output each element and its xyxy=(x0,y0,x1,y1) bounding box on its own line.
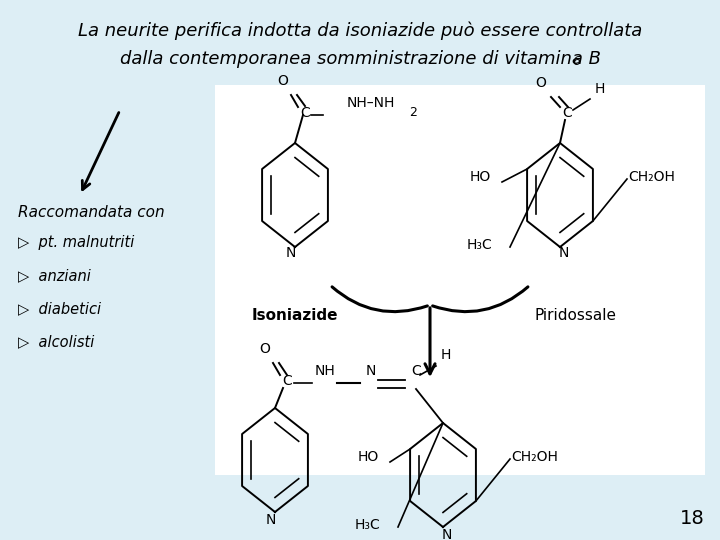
Text: La neurite perifica indotta da isoniazide può essere controllata: La neurite perifica indotta da isoniazid… xyxy=(78,22,642,40)
Text: O: O xyxy=(536,76,546,90)
Text: H₃C: H₃C xyxy=(467,238,493,252)
Text: 6: 6 xyxy=(572,55,580,68)
Text: H: H xyxy=(595,82,606,96)
Text: O: O xyxy=(278,74,289,88)
Text: H: H xyxy=(441,348,451,362)
Text: ▷  alcolisti: ▷ alcolisti xyxy=(18,334,94,349)
Text: C: C xyxy=(300,106,310,120)
FancyBboxPatch shape xyxy=(215,85,705,475)
FancyArrowPatch shape xyxy=(433,287,528,312)
Text: Raccomandata con: Raccomandata con xyxy=(18,205,165,220)
Text: N: N xyxy=(266,513,276,527)
Text: ▷  anziani: ▷ anziani xyxy=(18,268,91,283)
Text: C: C xyxy=(282,374,292,388)
Text: C: C xyxy=(411,364,421,378)
Text: HO: HO xyxy=(357,450,379,464)
Text: CH₂OH: CH₂OH xyxy=(512,450,559,464)
Text: CH₂OH: CH₂OH xyxy=(629,170,675,184)
Text: ▷  diabetici: ▷ diabetici xyxy=(18,301,101,316)
Text: N: N xyxy=(559,246,570,260)
Text: ▷  pt. malnutriti: ▷ pt. malnutriti xyxy=(18,235,135,250)
Text: C: C xyxy=(562,106,572,120)
Text: Isoniazide: Isoniazide xyxy=(252,307,338,322)
Text: N: N xyxy=(442,528,452,540)
Text: H₃C: H₃C xyxy=(355,518,381,532)
Text: O: O xyxy=(260,342,271,356)
FancyArrowPatch shape xyxy=(332,287,428,312)
Text: HO: HO xyxy=(469,170,490,184)
Text: 2: 2 xyxy=(409,106,417,119)
Text: N: N xyxy=(286,246,296,260)
Text: 18: 18 xyxy=(680,509,705,528)
Text: dalla contemporanea somministrazione di vitamina B: dalla contemporanea somministrazione di … xyxy=(120,50,600,68)
Text: NH–NH: NH–NH xyxy=(347,96,395,110)
Text: NH: NH xyxy=(315,364,336,378)
Text: Piridossale: Piridossale xyxy=(534,307,616,322)
Text: N: N xyxy=(366,364,376,378)
